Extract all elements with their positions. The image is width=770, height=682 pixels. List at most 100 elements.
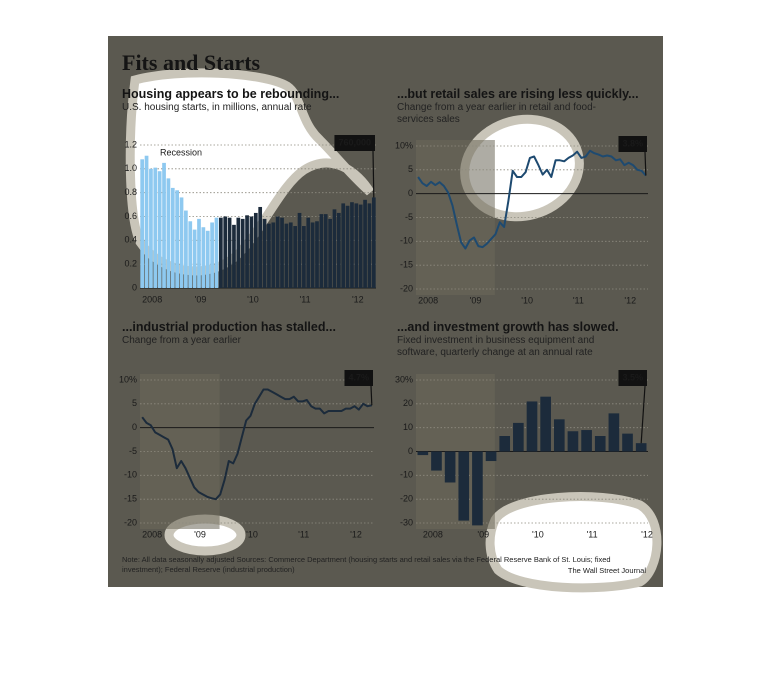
bar: [140, 159, 145, 288]
bar: [288, 222, 293, 288]
bar: [179, 197, 184, 288]
annotation-box: [618, 136, 647, 152]
chart-subtitle: Fixed investment in business equipment a…: [397, 335, 595, 358]
bar: [444, 451, 456, 483]
bar: [293, 226, 298, 288]
bar: [280, 217, 284, 288]
bar: [184, 210, 188, 288]
chart-subtitle: Change from a year earlier: [122, 335, 241, 346]
chart-title: ...industrial production has stalled...: [122, 320, 336, 334]
y-tick-label: 20: [403, 398, 413, 408]
y-tick-label: 1.0: [124, 163, 137, 173]
bar: [553, 419, 565, 452]
x-tick-label: 2008: [418, 295, 438, 305]
y-tick-label: -20: [400, 283, 413, 293]
x-tick-label: '09: [470, 295, 482, 305]
bar: [232, 224, 236, 288]
credit: The Wall Street Journal: [567, 566, 646, 575]
x-tick-label: '11: [573, 295, 584, 305]
x-tick-label: '12: [641, 529, 653, 539]
annotation-label: 3.5%: [622, 372, 643, 382]
bar: [240, 218, 245, 288]
x-tick-label: '12: [352, 294, 364, 304]
y-tick-label: 1.2: [124, 139, 137, 149]
y-tick-label: 10%: [119, 374, 137, 384]
bar: [170, 187, 175, 288]
x-tick-label: '10: [247, 294, 259, 304]
bar: [262, 218, 267, 288]
annotation-pointer: [372, 150, 375, 198]
bar: [144, 155, 149, 288]
bar: [332, 209, 337, 288]
annotation-box: [344, 370, 373, 386]
bar: [472, 451, 483, 526]
bar: [319, 214, 324, 288]
bar: [581, 430, 592, 452]
bar: [153, 167, 158, 288]
bar: [526, 401, 538, 452]
y-tick-label: 10%: [395, 140, 413, 150]
x-tick-label: '09: [195, 294, 207, 304]
bar: [214, 217, 219, 288]
x-tick-label: '09: [194, 529, 206, 539]
bar: [245, 215, 249, 288]
bar: [499, 436, 511, 452]
bar: [236, 217, 241, 288]
bar: [458, 451, 470, 521]
bar: [315, 221, 319, 288]
bar: [253, 212, 258, 288]
y-tick-label: -15: [124, 494, 137, 504]
bar: [371, 197, 376, 288]
bar: [336, 212, 341, 288]
y-tick-label: 5: [408, 164, 413, 174]
bar: [218, 217, 223, 288]
bar: [345, 205, 350, 288]
bar: [363, 199, 367, 288]
bar: [157, 171, 162, 288]
y-tick-label: 0.4: [124, 235, 137, 245]
bar: [328, 218, 332, 288]
x-tick-label: '11: [298, 529, 309, 539]
annotation-pointer: [370, 385, 373, 406]
annotation-label: 760,000: [338, 137, 371, 147]
bar: [354, 203, 359, 288]
x-tick-label: 2008: [142, 294, 162, 304]
bar: [249, 216, 254, 288]
y-tick-label: -5: [405, 212, 413, 222]
bar: [608, 413, 620, 452]
footnote: Note: All data seasonally adjusted Sourc…: [122, 555, 611, 574]
bar: [367, 203, 372, 288]
bar: [622, 433, 633, 452]
bar: [302, 226, 306, 288]
x-tick-label: '12: [624, 295, 636, 305]
x-tick-label: 2008: [142, 529, 162, 539]
x-tick-label: '10: [532, 529, 544, 539]
bar: [258, 206, 263, 288]
y-tick-label: 0: [408, 188, 413, 198]
bar: [271, 222, 276, 288]
bar: [192, 229, 197, 288]
annotation-box: [618, 370, 647, 386]
y-tick-label: 0.8: [124, 187, 137, 197]
x-tick-label: '11: [300, 294, 311, 304]
bar: [306, 217, 311, 288]
bar: [267, 223, 271, 288]
y-tick-label: 30%: [395, 374, 413, 384]
y-tick-label: -15: [400, 260, 413, 270]
bar: [594, 436, 606, 452]
chart-title: ...and investment growth has slowed.: [397, 320, 619, 334]
y-tick-label: 5: [132, 398, 137, 408]
y-tick-label: -10: [400, 470, 413, 480]
bar: [417, 451, 429, 456]
bar: [275, 216, 280, 288]
x-tick-label: '12: [350, 529, 362, 539]
y-tick-label: 0.6: [124, 211, 137, 221]
chart-subtitle: U.S. housing starts, in millions, annual…: [122, 102, 312, 113]
x-tick-label: '09: [477, 529, 489, 539]
line: [141, 388, 373, 501]
bar: [431, 451, 442, 471]
highlight: [485, 492, 662, 593]
bar: [175, 190, 180, 288]
chart-title: Housing appears to be rebounding...: [122, 87, 340, 101]
annotation-label: 3.8%: [622, 138, 643, 148]
